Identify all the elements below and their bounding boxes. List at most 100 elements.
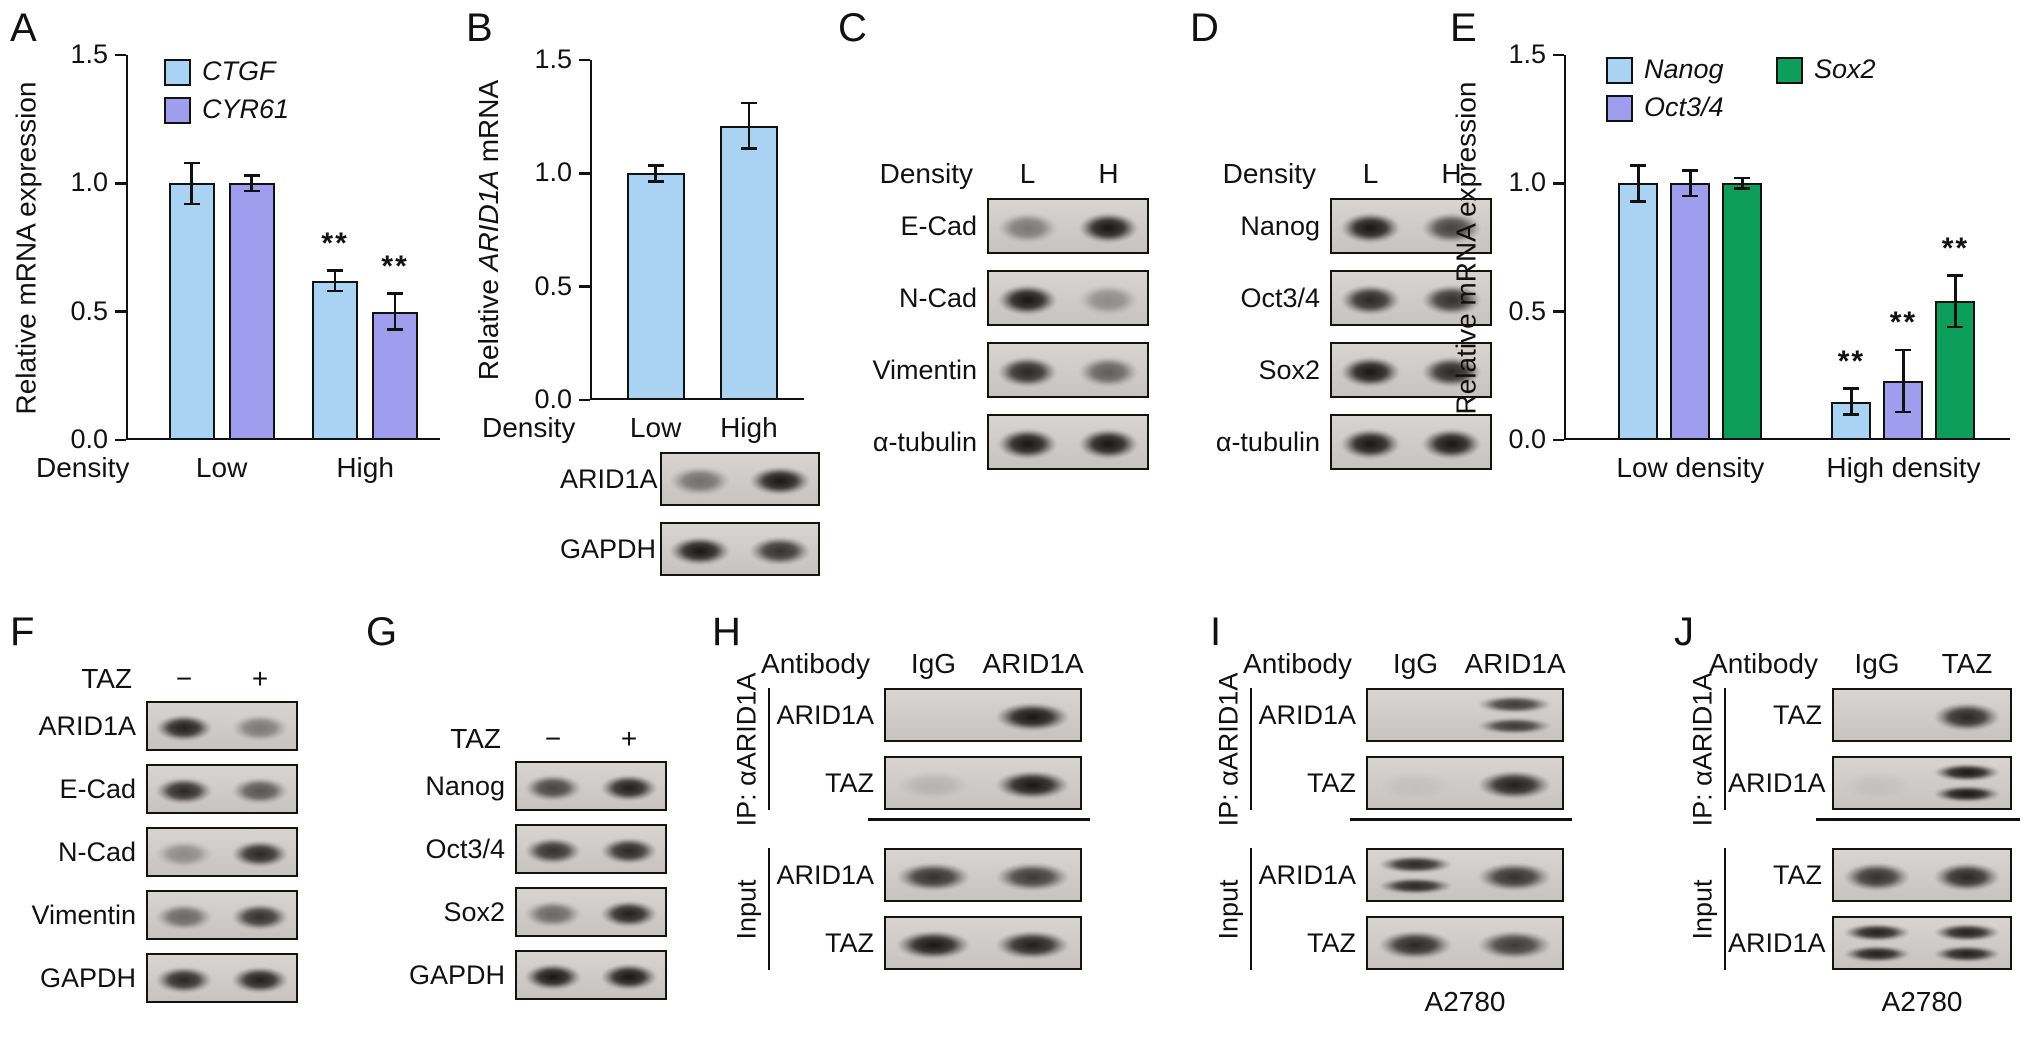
panel-d-western-blot: Density L H Nanog Oct3/4 Sox2 α-tubulin [1180, 150, 1520, 485]
protein-band [600, 964, 658, 990]
protein-band [1421, 429, 1482, 459]
blot-row-label: TAZ [825, 928, 874, 958]
protein-band [1340, 213, 1401, 243]
blot-row-label: TAZ [1773, 700, 1822, 730]
protein-band [1421, 285, 1482, 315]
protein-band [1340, 357, 1401, 387]
lane-label: L [1019, 158, 1036, 189]
ip-section-label-text: Input [1687, 878, 1718, 940]
protein-band [997, 429, 1058, 459]
protein-band [155, 841, 213, 867]
panel-h-coip-blot: Antibody IgG ARID1A ARID1A TAZ IP: αARID1A ARI… [730, 640, 1090, 1000]
blot-lane-box [1330, 342, 1492, 398]
error-bar [250, 175, 253, 192]
protein-band [1477, 718, 1552, 735]
blot-lane-box [884, 848, 1082, 902]
panel-e-y-axis-title: Relative mRNA expression [1446, 55, 1488, 440]
legend-label: CTGF [202, 56, 276, 86]
protein-band [896, 770, 971, 800]
protein-band [231, 715, 289, 741]
blot-lane-box [1832, 688, 2012, 742]
y-tick-mark [115, 438, 126, 442]
panel-b-label: B [466, 6, 493, 50]
blot-lane-box [1330, 414, 1492, 470]
section-bracket-line [1250, 848, 1252, 970]
protein-band [670, 536, 730, 566]
panel-g-label: G [366, 610, 398, 654]
blot-row-label: E-Cad [900, 211, 977, 241]
panel-b-western-blot: ARID1A GAPDH [560, 452, 850, 602]
error-bar [1689, 170, 1692, 197]
panel-c-label: C [838, 6, 867, 50]
y-tick-label: 1.5 [534, 44, 572, 74]
lane-label: L [1362, 158, 1379, 189]
blot-row-label: Vimentin [31, 900, 136, 930]
protein-band [670, 466, 730, 496]
error-bar-cap [1734, 176, 1751, 180]
protein-band [1933, 764, 2001, 781]
y-tick-mark [1553, 438, 1564, 442]
protein-band [997, 285, 1058, 315]
lane-label: ARID1A [1464, 648, 1566, 679]
protein-band [155, 715, 213, 741]
legend-label: Oct3/4 [1644, 92, 1724, 122]
blot-lane-box [1366, 848, 1564, 902]
data-bar [168, 183, 215, 440]
y-tick-label: 0.5 [70, 295, 108, 326]
blot-lane-box [515, 887, 667, 937]
significance-stars: ** [1837, 344, 1866, 378]
error-bar-cap [387, 292, 404, 295]
blot-row-label: Sox2 [1258, 355, 1320, 385]
lane-label: − [544, 723, 562, 754]
blot-lane-box [987, 414, 1149, 470]
lane-label: ARID1A [982, 648, 1084, 679]
data-bar [719, 125, 778, 400]
error-bar-cap [1682, 169, 1699, 172]
blot-row-label: TAZ [825, 768, 874, 798]
protein-band [1843, 946, 1911, 963]
blot-lane-box [1366, 688, 1564, 742]
y-tick-label: 0.0 [70, 424, 108, 454]
panel-b-bar-chart: 0.0 0.5 1.0 1.5 Low High [534, 44, 804, 443]
lane-label: TAZ [1941, 648, 1993, 679]
panel-i-label: I [1210, 610, 1222, 654]
protein-band [1421, 357, 1482, 387]
blot-lane-box [987, 198, 1149, 254]
ylabel-post-text: mRNA [473, 79, 505, 171]
y-tick-label: 0.5 [534, 270, 572, 301]
blot-row-label: Vimentin [872, 355, 977, 385]
ip-section-label: IP: αARID1A [1212, 672, 1246, 826]
legend-label: CYR61 [202, 94, 290, 124]
protein-band [1843, 862, 1911, 892]
ylabel-gene-text: ARID1A [473, 170, 505, 272]
ip-section-label: Input [730, 848, 764, 970]
blot-lane-box [1330, 270, 1492, 326]
blot-row-label: ARID1A [1258, 860, 1356, 890]
blot-lane-box [146, 701, 298, 751]
x-category-label: High [336, 452, 394, 483]
error-bar [1741, 178, 1744, 189]
section-bracket-line [768, 848, 770, 970]
x-category-label: Low density [1616, 452, 1765, 483]
protein-band [1843, 770, 1911, 800]
protein-band [231, 778, 289, 804]
data-bar [1618, 183, 1659, 440]
blot-lane-box [987, 270, 1149, 326]
blot-header-label: Density [879, 158, 973, 189]
data-bar [372, 311, 419, 440]
protein-band [750, 466, 810, 496]
panel-a-y-axis-title: Relative mRNA expression [6, 55, 48, 440]
cell-line-label: A2780 [1424, 986, 1506, 1017]
panel-a-label: A [10, 6, 37, 50]
y-tick-mark [115, 182, 126, 185]
error-bar-cap [183, 202, 200, 206]
blot-row-label: ARID1A [1728, 768, 1826, 798]
blot-header-label: TAZ [450, 723, 501, 754]
blot-row-label: α-tubulin [872, 427, 977, 457]
protein-band [1933, 786, 2001, 803]
panel-e-y-axis-title-text: Relative mRNA expression [1451, 80, 1482, 415]
protein-band [155, 778, 213, 804]
y-axis [125, 55, 128, 440]
blot-header-label: Antibody [761, 648, 870, 679]
blot-lane-box [987, 342, 1149, 398]
